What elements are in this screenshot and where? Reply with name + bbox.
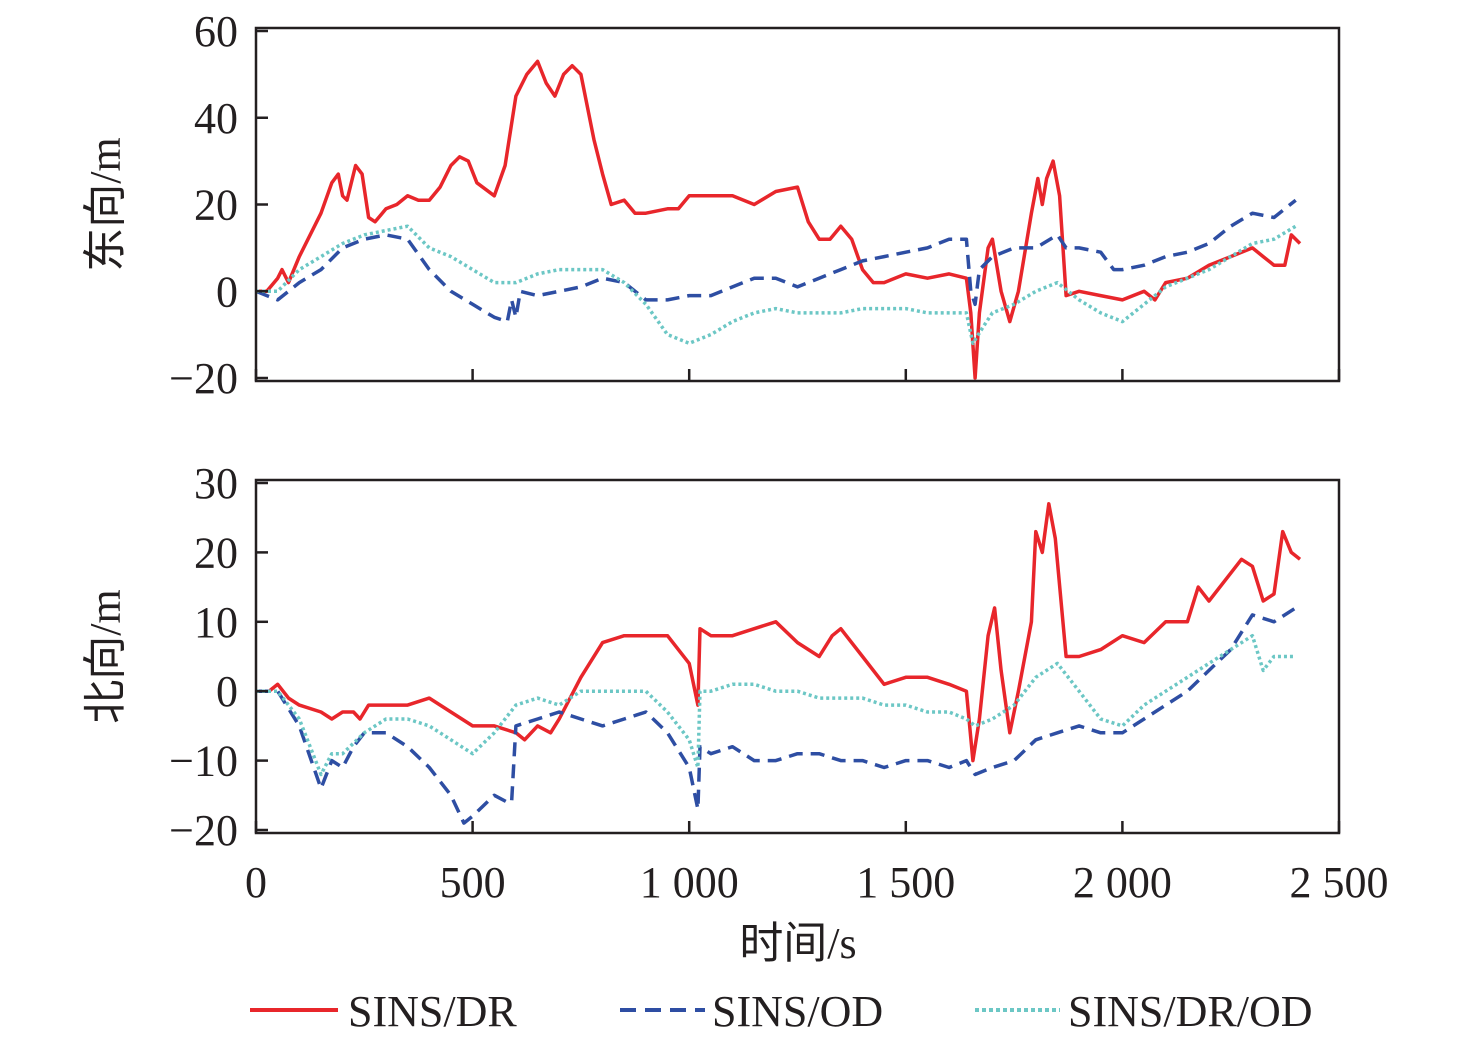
legend-item-sins-dr: SINS/DR [250, 987, 517, 1036]
legend: SINS/DR SINS/OD SINS/DR/OD [250, 987, 1313, 1036]
x-tick-label: 500 [440, 858, 506, 907]
legend-label: SINS/DR/OD [1068, 987, 1313, 1036]
x-tick-label: 1 000 [640, 858, 739, 907]
y-axis-label: 东向/m [81, 137, 130, 271]
y-tick-label: 20 [194, 181, 238, 230]
y-tick-label: −20 [169, 806, 238, 855]
series-line-sins-dr-od [256, 633, 1296, 777]
legend-item-sins-od: SINS/OD [620, 987, 883, 1036]
y-tick-label: 0 [216, 667, 238, 716]
y-tick-label: 30 [194, 459, 238, 508]
legend-item-sins-dr-od: SINS/DR/OD [975, 987, 1313, 1036]
x-axis-label: 时间/s [739, 919, 856, 968]
y-axis-label: 北向/m [81, 589, 130, 723]
top-panel-east-error: −20 0 20 40 60 东向/m [81, 7, 1341, 403]
y-tick-label: 20 [194, 528, 238, 577]
x-tick-label: 2 000 [1073, 858, 1172, 907]
series-line-sins-dr [256, 502, 1302, 763]
bottom-panel-north-error: −20 −10 0 10 20 30 0 500 1 000 1 500 2 000 2 500 北向/… [81, 459, 1389, 907]
y-tick-label: 40 [194, 94, 238, 143]
y-tick-label: −10 [169, 737, 238, 786]
legend-label: SINS/DR [348, 987, 517, 1036]
legend-label: SINS/OD [712, 987, 883, 1036]
plot-frame [254, 478, 1341, 835]
series-line-sins-od [256, 606, 1297, 825]
x-tick-label: 0 [245, 858, 267, 907]
x-tick-label: 1 500 [856, 858, 955, 907]
y-tick-label: 60 [194, 7, 238, 56]
y-tick-label: 10 [194, 598, 238, 647]
plot-frame [254, 26, 1341, 383]
y-tick-label: −20 [169, 354, 238, 403]
y-tick-label: 0 [216, 267, 238, 316]
series-line-sins-dr [256, 59, 1302, 380]
series-line-sins-od [256, 198, 1297, 324]
x-tick-label: 2 500 [1290, 858, 1389, 907]
